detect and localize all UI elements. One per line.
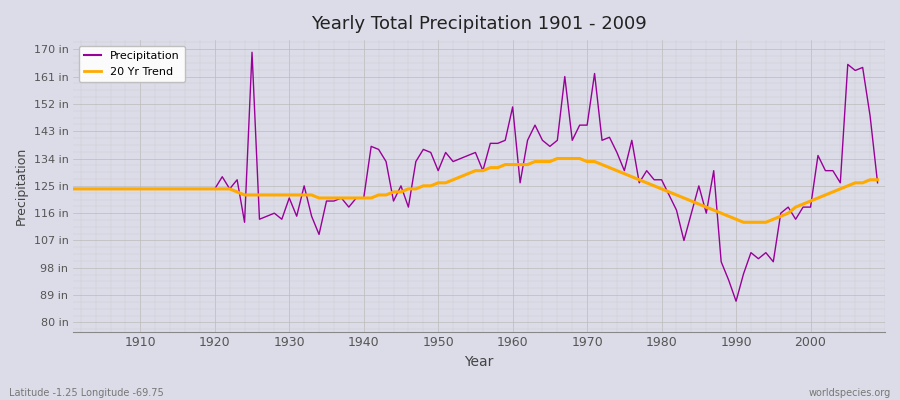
- Text: worldspecies.org: worldspecies.org: [809, 388, 891, 398]
- X-axis label: Year: Year: [464, 355, 494, 369]
- Y-axis label: Precipitation: Precipitation: [15, 147, 28, 225]
- Text: Latitude -1.25 Longitude -69.75: Latitude -1.25 Longitude -69.75: [9, 388, 164, 398]
- Legend: Precipitation, 20 Yr Trend: Precipitation, 20 Yr Trend: [79, 46, 185, 82]
- Title: Yearly Total Precipitation 1901 - 2009: Yearly Total Precipitation 1901 - 2009: [311, 15, 647, 33]
